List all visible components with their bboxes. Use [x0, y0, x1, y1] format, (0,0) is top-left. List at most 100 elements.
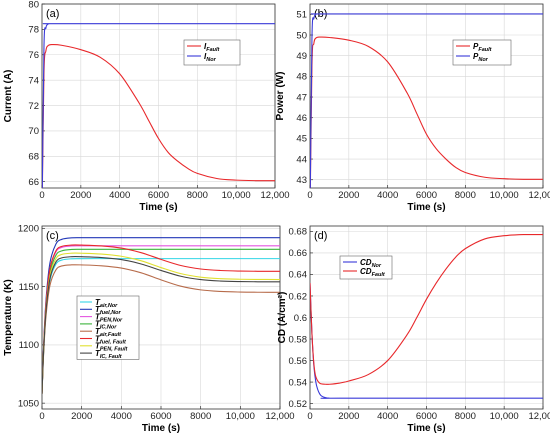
x-tick-label: 4000: [109, 190, 130, 201]
legend-subscript: Nor: [206, 57, 216, 63]
panel-b: 0 2000 4000 6000 8000 10,000 12,000 43 44 45 46 47 4…: [275, 3, 550, 213]
legend-entry: TIC, Fault: [95, 349, 123, 360]
x-tick-label: 6000: [148, 190, 169, 201]
x-tick-label: 8000: [455, 411, 476, 422]
y-tick-label: 51: [296, 10, 307, 21]
series-line-P-nor: [310, 13, 543, 188]
legend-subscript: fuel,Nor: [100, 310, 122, 316]
legend-subscript: fuel, Fault: [100, 339, 127, 345]
y-tick-label: 68: [28, 152, 39, 163]
x-tick-label: 12,000: [528, 190, 550, 201]
panel-a: 0 2000 4000 6000 8000 10,000 12,000 66 68 70 72 74 7…: [3, 0, 290, 213]
legend-entry: Tfuel, Fault: [95, 334, 127, 345]
legend-subscript: air,Nor: [100, 303, 118, 309]
y-tick-label: 80: [28, 0, 39, 10]
y-tick-label: 44: [296, 154, 307, 165]
y-tick-label: 43: [296, 175, 307, 186]
series-group: [42, 23, 275, 188]
legend-subscript: Nor: [478, 57, 488, 63]
x-axis-label: Time (s): [407, 202, 445, 213]
x-tick-label: 8000: [455, 190, 476, 201]
legend-entry: Tfuel,Nor: [95, 305, 122, 316]
x-tick-label: 10,000: [222, 190, 251, 201]
legend-subscript: Nor: [372, 263, 382, 269]
x-tick-label: 10,000: [490, 190, 519, 201]
y-tick-label: 76: [28, 50, 39, 61]
y-tick-label: 47: [296, 92, 307, 103]
legend-entry: TPEN,Nor: [95, 312, 123, 323]
x-axis-label: Time (s): [407, 423, 445, 434]
x-tick-label: 0: [307, 411, 312, 422]
y-tick-label: 0.52: [289, 399, 308, 410]
panel-label: (a): [46, 8, 59, 20]
y-tick-label: 0.64: [289, 270, 308, 281]
legend-symbol: T: [95, 349, 101, 358]
x-tick-label: 8000: [187, 190, 208, 201]
panel-label: (c): [46, 230, 59, 242]
x-tick-label: 2000: [71, 411, 92, 422]
x-tick-label: 6000: [416, 411, 437, 422]
y-tick-label: 74: [28, 75, 39, 86]
legend-box: [183, 39, 241, 66]
x-tick-label: 4000: [377, 190, 398, 201]
x-tick-label: 4000: [377, 411, 398, 422]
legend-subscript: PEN, Fault: [100, 347, 129, 353]
legend-symbol: T: [95, 320, 101, 329]
y-tick-label: 45: [296, 134, 307, 145]
y-tick-label: 0.58: [289, 334, 308, 345]
x-tick-label: 2000: [70, 190, 91, 201]
series-line-T-fuelnor: [42, 237, 280, 394]
legend-entry: Tair,Nor: [95, 298, 118, 309]
legend-entry: Tair,Fault: [95, 327, 122, 338]
legend-symbol: T: [95, 305, 101, 314]
legend-symbol: T: [95, 327, 101, 336]
x-tick-label: 6000: [416, 190, 437, 201]
legend-subscript: IC, Fault: [100, 354, 123, 360]
y-tick-label: 0.56: [289, 356, 308, 367]
x-tick-label: 0: [307, 190, 312, 201]
legend-symbol: I: [204, 42, 207, 51]
series-line-T-fuelfault: [42, 244, 280, 394]
legend-subscript: Fault: [206, 47, 220, 53]
legend-entry: INor: [204, 52, 217, 63]
panel-d: 0 2000 4000 6000 8000 10,000 12,000 0.52 0.54 0.5…: [277, 225, 550, 434]
series-line-I-fault: [42, 43, 275, 188]
y-tick-label: 50: [296, 30, 307, 41]
legend-symbol: T: [95, 298, 101, 307]
legend-subscript: PEN,Nor: [100, 317, 123, 323]
y-tick-label: 0.62: [289, 291, 308, 302]
legend-subscript: IC,Nor: [100, 325, 117, 331]
y-tick-label: 66: [28, 177, 39, 188]
y-tick-label: 0.68: [289, 227, 308, 238]
x-tick-label: 6000: [150, 411, 171, 422]
y-tick-label: 1150: [19, 282, 39, 293]
y-tick-label: 49: [296, 51, 307, 62]
series-line-CD-fault: [310, 233, 543, 385]
series-line-T-icfault: [42, 256, 280, 394]
series-group: [42, 237, 280, 394]
legend-symbol: P: [473, 52, 479, 61]
y-tick-label: 48: [296, 72, 307, 83]
legend-box: [76, 295, 140, 360]
legend-symbol: P: [473, 42, 479, 51]
x-tick-label: 2000: [338, 411, 359, 422]
x-tick-label: 12,000: [265, 411, 294, 422]
legend-symbol: I: [204, 52, 207, 61]
series-line-P-fault: [310, 36, 543, 188]
y-tick-label: 1200: [18, 224, 39, 235]
legend-symbol: T: [95, 342, 101, 351]
x-tick-label: 0: [39, 190, 44, 201]
y-tick-label: 0.54: [289, 377, 308, 388]
legend-symbol: T: [95, 334, 101, 343]
x-tick-label: 12,000: [260, 190, 289, 201]
series-line-T-airfault: [42, 264, 280, 394]
series-group: [310, 13, 543, 188]
y-tick-label: 46: [296, 113, 307, 124]
legend-subscript: Fault: [478, 47, 492, 53]
x-axis-label: Time (s): [142, 423, 180, 434]
y-axis-label: Power (W): [275, 72, 286, 121]
legend-symbol: CD: [360, 258, 372, 267]
series-line-I-nor: [42, 23, 275, 188]
